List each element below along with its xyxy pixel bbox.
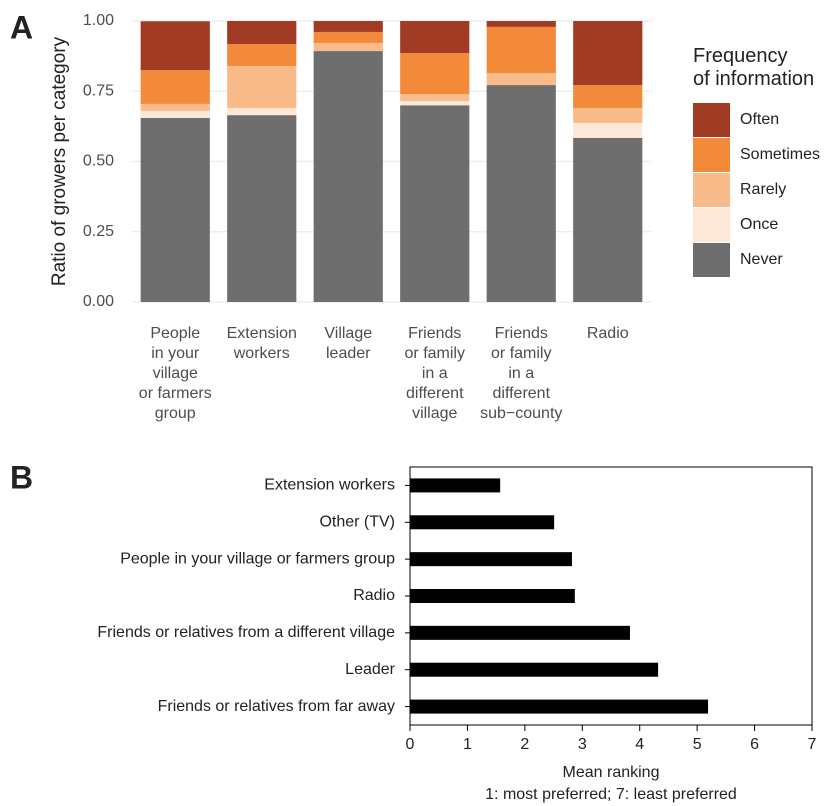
panel-label: A bbox=[10, 9, 33, 45]
bar-segment bbox=[400, 94, 470, 102]
legend-swatch bbox=[693, 173, 730, 207]
y-tick-label: 0.50 bbox=[83, 153, 114, 170]
y-tick-label: People in your village or farmers group bbox=[120, 550, 395, 567]
x-tick-label: Radio bbox=[587, 325, 629, 342]
y-tick-label: Extension workers bbox=[264, 477, 395, 494]
legend-title: Frequency of information bbox=[693, 45, 814, 90]
bar-segment bbox=[573, 108, 643, 124]
y-tick-label: Leader bbox=[345, 661, 395, 678]
bar-segment bbox=[400, 53, 470, 95]
bar-segment bbox=[400, 101, 470, 106]
legend-swatch bbox=[693, 103, 730, 137]
x-tick-label: Village leader bbox=[324, 325, 372, 362]
x-tick-label: 4 bbox=[635, 736, 644, 753]
x-axis-note: 1: most preferred; 7: least preferred bbox=[485, 786, 737, 803]
x-tick-label: Friends or family in a different sub−county bbox=[480, 325, 562, 422]
bar-segment bbox=[486, 72, 556, 86]
bar-segment bbox=[573, 137, 643, 302]
legend-label: Sometimes bbox=[740, 146, 820, 163]
y-tick-label: Other (TV) bbox=[319, 514, 395, 531]
y-tick-label: 0.75 bbox=[83, 82, 114, 99]
legend-label: Never bbox=[740, 251, 783, 268]
bar-segment bbox=[313, 21, 383, 32]
bar-segment bbox=[227, 108, 297, 116]
bar-segment bbox=[140, 21, 210, 71]
bar-segment bbox=[313, 51, 383, 302]
bar bbox=[410, 589, 575, 603]
y-tick-label: Friends or relatives from far away bbox=[158, 698, 395, 715]
bar bbox=[410, 515, 555, 530]
y-tick-label: 1.00 bbox=[83, 12, 114, 29]
bar bbox=[410, 662, 659, 677]
bar-segment bbox=[573, 123, 643, 138]
bar-segment bbox=[400, 105, 470, 302]
bar-segment bbox=[227, 115, 297, 302]
x-tick-label: 6 bbox=[750, 736, 759, 753]
bar bbox=[410, 478, 501, 493]
bar-segment bbox=[400, 21, 470, 54]
bar-segment bbox=[573, 85, 643, 109]
bar-segment bbox=[227, 65, 297, 109]
bar-segment bbox=[140, 110, 210, 118]
legend-swatch bbox=[693, 243, 730, 277]
y-tick-label: 0.00 bbox=[83, 293, 114, 310]
x-tick-label: 2 bbox=[520, 736, 529, 753]
x-tick-label: Extension workers bbox=[227, 325, 297, 362]
bar-segment bbox=[227, 21, 297, 45]
bar bbox=[410, 552, 572, 567]
bar-segment bbox=[486, 21, 556, 27]
bar bbox=[410, 699, 709, 714]
legend-label: Once bbox=[740, 216, 778, 233]
x-tick-label: 3 bbox=[578, 736, 587, 753]
bar-segment bbox=[140, 70, 210, 104]
x-tick-label: People in your village or farmers group bbox=[139, 325, 212, 422]
bar-segment bbox=[313, 31, 383, 43]
x-tick-label: Friends or family in a different village bbox=[405, 325, 465, 422]
bar-segment bbox=[140, 117, 210, 302]
y-tick-label: Radio bbox=[353, 587, 395, 604]
x-tick-label: 7 bbox=[808, 736, 817, 753]
bar-segment bbox=[140, 103, 210, 111]
x-tick-label: 1 bbox=[463, 736, 472, 753]
legend-swatch bbox=[693, 208, 730, 242]
legend-label: Often bbox=[740, 111, 779, 128]
bar-segment bbox=[486, 85, 556, 303]
x-tick-label: 0 bbox=[406, 736, 415, 753]
bar-segment bbox=[486, 26, 556, 73]
bar-segment bbox=[227, 44, 297, 66]
bar-segment bbox=[573, 21, 643, 86]
legend-swatch bbox=[693, 138, 730, 172]
panel-label: B bbox=[10, 459, 33, 495]
x-tick-label: 5 bbox=[693, 736, 702, 753]
y-axis-label: Ratio of growers per category bbox=[49, 36, 70, 286]
y-tick-label: Friends or relatives from a different vi… bbox=[97, 624, 395, 641]
x-axis-label: Mean ranking bbox=[563, 764, 660, 781]
legend-label: Rarely bbox=[740, 181, 786, 198]
y-tick-label: 0.25 bbox=[83, 223, 114, 240]
bar-segment bbox=[313, 42, 383, 52]
bar bbox=[410, 625, 630, 640]
